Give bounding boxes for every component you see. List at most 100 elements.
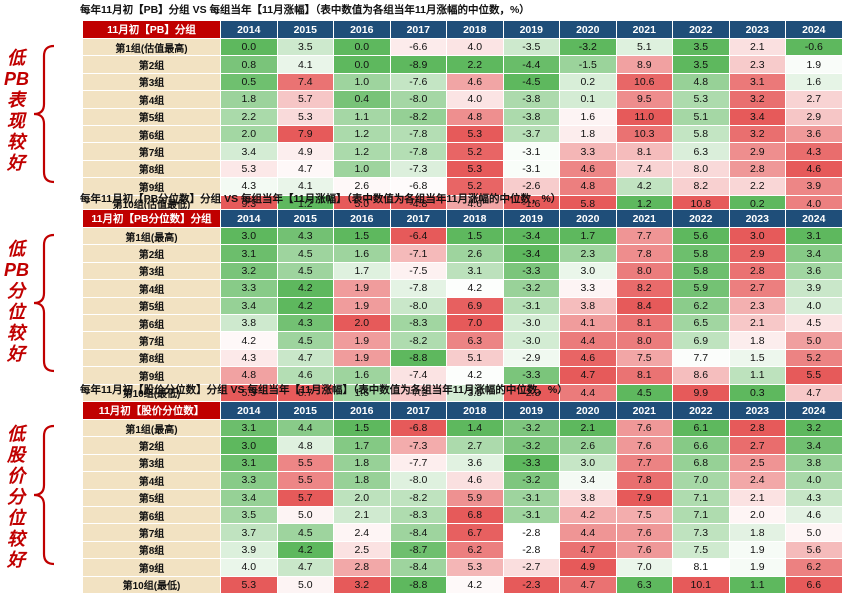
header-row: 11月初【PB】分组 2014 2015 2016 2017 2018 2019 2020 20… <box>82 20 843 39</box>
value-cell: 5.3 <box>446 558 504 577</box>
value-cell: -7.3 <box>389 159 447 179</box>
value-cell: 4.0 <box>220 558 278 577</box>
year-header: 2022 <box>672 401 730 420</box>
year-header: 2015 <box>276 401 334 420</box>
value-cell: 2.1 <box>728 488 786 507</box>
value-cell: -6.6 <box>389 37 447 57</box>
value-cell: -3.3 <box>502 261 560 281</box>
year-header: 2015 <box>276 20 334 39</box>
value-cell: 2.9 <box>728 244 786 263</box>
value-cell: 4.5 <box>276 244 334 263</box>
value-cell: -7.8 <box>389 279 447 298</box>
value-cell: 4.7 <box>785 383 843 402</box>
value-cell: 8.1 <box>615 313 673 333</box>
year-header: 2020 <box>559 209 617 228</box>
value-cell: 1.1 <box>728 575 786 594</box>
header-row: 11月初【股价分位数】 2014 2015 2016 2017 2018 2019 2020 2… <box>82 401 843 420</box>
value-cell: -8.0 <box>389 471 447 490</box>
year-header: 2023 <box>728 209 786 228</box>
value-cell: 9.9 <box>672 383 730 402</box>
value-cell: 8.1 <box>672 558 730 577</box>
table-row: 第7组 3.7 4.5 2.4 -8.4 6.7 -2.8 4.4 7.6 7.3 1.8 5.0 <box>82 523 843 542</box>
value-cell: 2.3 <box>728 55 786 74</box>
value-cell: 3.8 <box>559 488 617 507</box>
value-cell: 0.8 <box>220 55 278 74</box>
group-label: 第6组 <box>82 313 221 333</box>
value-cell: 5.2 <box>446 177 504 196</box>
value-cell: 8.6 <box>672 366 730 385</box>
value-cell: 2.6 <box>446 244 504 263</box>
data-table: 11月初【PB】分组 2014 2015 2016 2017 2018 2019 2020 20… <box>82 20 843 213</box>
value-cell: 2.5 <box>333 540 391 560</box>
group-label: 第2组 <box>82 436 221 455</box>
value-cell: 7.0 <box>672 471 730 490</box>
value-cell: 3.8 <box>559 296 617 315</box>
value-cell: 2.7 <box>728 436 786 455</box>
table-row: 第8组 5.3 4.7 1.0 -7.3 5.3 -3.1 4.6 7.4 8.0 2.8 4.6 <box>82 159 843 179</box>
value-cell: 3.3 <box>559 279 617 298</box>
value-cell: 2.2 <box>728 177 786 196</box>
table-row: 第3组 0.5 7.4 1.0 -7.6 4.6 -4.5 0.2 10.6 4.8 3.1 1.6 <box>82 72 843 92</box>
value-cell: 3.3 <box>220 471 278 490</box>
value-cell: 4.1 <box>276 55 334 74</box>
value-cell: -2.7 <box>502 558 560 577</box>
group-label: 第5组 <box>82 107 221 126</box>
value-cell: 4.2 <box>276 296 334 315</box>
value-cell: 6.2 <box>672 296 730 315</box>
value-cell: 1.2 <box>276 194 334 213</box>
group-label: 第3组 <box>82 72 221 92</box>
value-cell: 5.0 <box>276 505 334 525</box>
value-cell: 5.3 <box>220 383 278 402</box>
value-cell: 1.0 <box>333 72 391 92</box>
value-cell: 4.2 <box>615 177 673 196</box>
value-cell: 10.1 <box>672 575 730 594</box>
table-row: 第4组 3.3 5.5 1.8 -8.0 4.6 -3.2 3.4 7.8 7.0 2.4 4.0 <box>82 471 843 490</box>
value-cell: 5.3 <box>446 124 504 144</box>
value-cell: 2.9 <box>785 107 843 126</box>
value-cell: 4.0 <box>446 37 504 57</box>
value-cell: 2.4 <box>728 471 786 490</box>
value-cell: 6.8 <box>446 505 504 525</box>
value-cell: 6.5 <box>672 313 730 333</box>
group-label: 第5组 <box>82 296 221 315</box>
value-cell: -8.9 <box>389 55 447 74</box>
year-header: 2017 <box>389 209 447 228</box>
value-cell: -8.0 <box>389 296 447 315</box>
value-cell: 2.8 <box>333 558 391 577</box>
value-cell: 1.8 <box>333 453 391 473</box>
value-cell: 2.2 <box>446 55 504 74</box>
value-cell: 4.5 <box>276 261 334 281</box>
value-cell: 3.1 <box>785 226 843 246</box>
value-cell: 4.6 <box>785 505 843 525</box>
value-cell: 1.9 <box>333 279 391 298</box>
value-cell: -2.3 <box>502 383 560 402</box>
year-header: 2021 <box>615 401 673 420</box>
group-label: 第7组 <box>82 523 221 542</box>
value-cell: -4.5 <box>502 72 560 92</box>
value-cell: 1.8 <box>728 523 786 542</box>
value-cell: 7.8 <box>615 471 673 490</box>
group-label: 第10组(最低) <box>82 575 221 594</box>
value-cell: 4.6 <box>446 72 504 92</box>
year-header: 2014 <box>220 209 278 228</box>
value-cell: 5.0 <box>785 523 843 542</box>
table-row: 第10组(最低) 5.3 5.7 1.6 -7.2 3.5 -2.3 4.4 4.5 9.9 0.3… <box>82 383 843 402</box>
value-cell: 3.2 <box>785 418 843 438</box>
value-cell: 7.4 <box>615 159 673 179</box>
value-cell: 2.7 <box>785 90 843 109</box>
value-cell: 7.4 <box>276 72 334 92</box>
value-cell: 5.3 <box>276 107 334 126</box>
value-cell: 2.9 <box>728 142 786 161</box>
group-label: 第4组 <box>82 279 221 298</box>
value-cell: 4.6 <box>785 159 843 179</box>
value-cell: 2.6 <box>559 436 617 455</box>
value-cell: 5.1 <box>446 348 504 368</box>
value-cell: 3.6 <box>446 453 504 473</box>
side-label: 低 股 价 分 位 较 好 <box>7 424 25 570</box>
value-cell: 9.3 <box>220 194 278 213</box>
value-cell: 8.2 <box>672 177 730 196</box>
value-cell: -7.2 <box>389 383 447 402</box>
value-cell: 1.9 <box>333 296 391 315</box>
value-cell: 3.0 <box>559 453 617 473</box>
table-row: 第9组 4.8 4.6 1.6 -7.4 4.2 -3.3 4.7 8.1 8.6 1.1 5.5 <box>82 366 843 385</box>
